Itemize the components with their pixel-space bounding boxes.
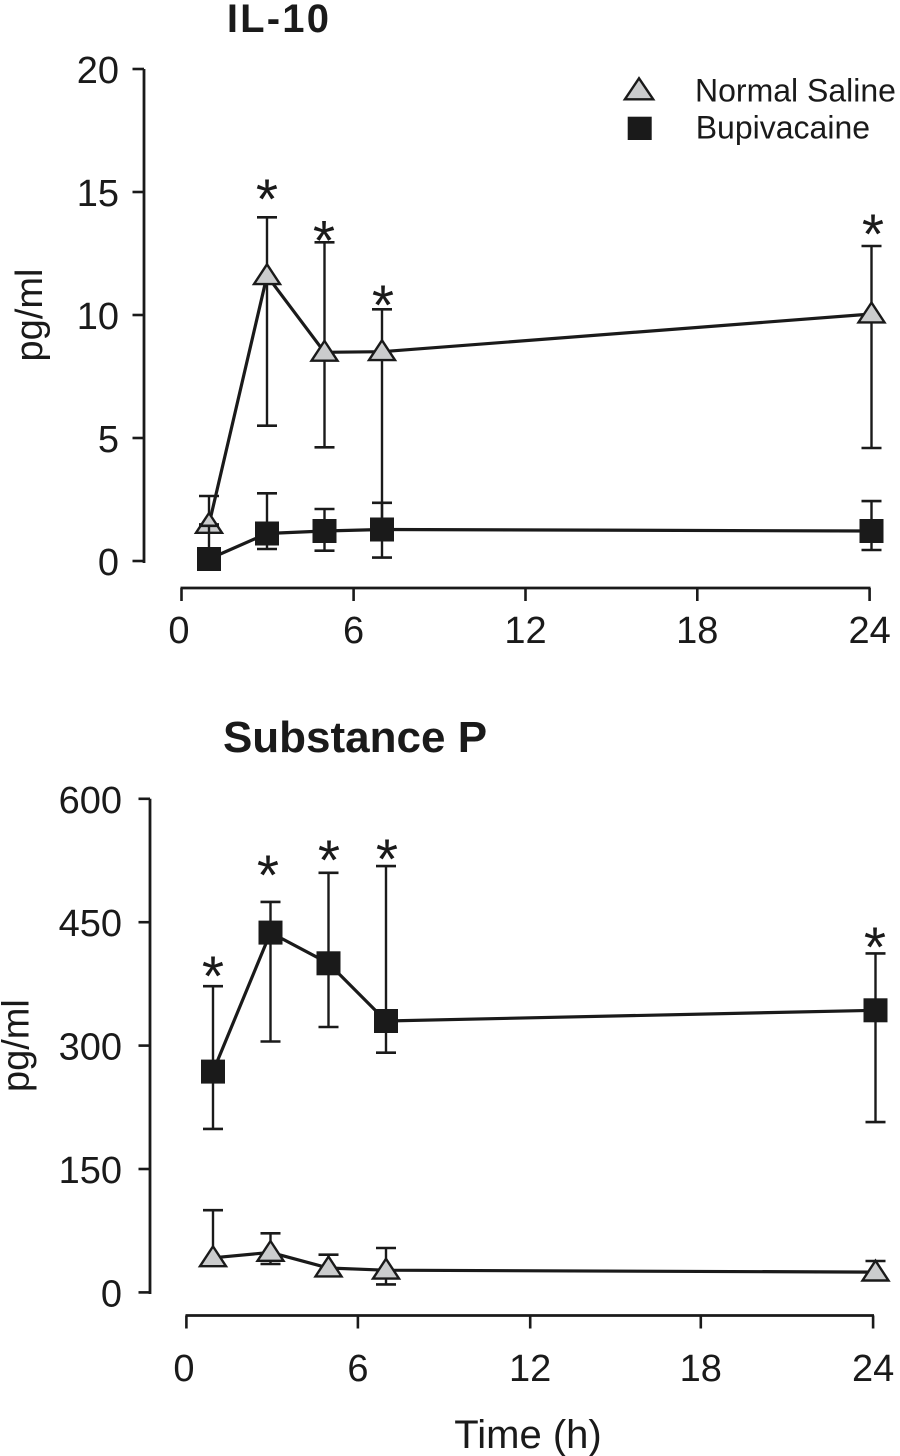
- svg-text:18: 18: [676, 610, 718, 652]
- svg-text:6: 6: [343, 610, 364, 652]
- svg-text:15: 15: [77, 173, 119, 215]
- svg-text:0: 0: [101, 1273, 122, 1315]
- svg-text:*: *: [864, 915, 886, 979]
- svg-text:0: 0: [168, 610, 189, 652]
- svg-text:150: 150: [59, 1150, 122, 1192]
- svg-text:*: *: [372, 273, 394, 337]
- svg-text:6: 6: [347, 1348, 368, 1390]
- svg-text:20: 20: [77, 50, 119, 92]
- svg-text:IL-10: IL-10: [227, 0, 331, 41]
- svg-text:600: 600: [59, 780, 122, 822]
- svg-text:300: 300: [59, 1027, 122, 1069]
- svg-text:pg/ml: pg/ml: [9, 269, 51, 362]
- svg-text:18: 18: [680, 1348, 722, 1390]
- svg-text:24: 24: [848, 610, 890, 652]
- svg-text:*: *: [202, 944, 224, 1008]
- svg-text:0: 0: [98, 542, 119, 584]
- svg-text:Normal Saline: Normal Saline: [695, 73, 896, 109]
- svg-text:*: *: [256, 167, 278, 231]
- svg-text:*: *: [318, 828, 340, 892]
- svg-text:450: 450: [59, 903, 122, 945]
- svg-text:Bupivacaine: Bupivacaine: [696, 109, 870, 145]
- svg-text:5: 5: [98, 419, 119, 461]
- svg-text:12: 12: [509, 1348, 551, 1390]
- svg-text:Time (h): Time (h): [454, 1413, 601, 1456]
- svg-text:Substance P: Substance P: [223, 713, 487, 762]
- svg-text:*: *: [862, 202, 884, 266]
- svg-text:*: *: [257, 843, 279, 907]
- svg-text:*: *: [376, 827, 398, 891]
- svg-text:10: 10: [77, 296, 119, 338]
- svg-text:0: 0: [173, 1348, 194, 1390]
- svg-text:12: 12: [504, 610, 546, 652]
- svg-text:*: *: [313, 209, 335, 273]
- svg-text:24: 24: [852, 1348, 894, 1390]
- svg-text:pg/ml: pg/ml: [0, 999, 38, 1092]
